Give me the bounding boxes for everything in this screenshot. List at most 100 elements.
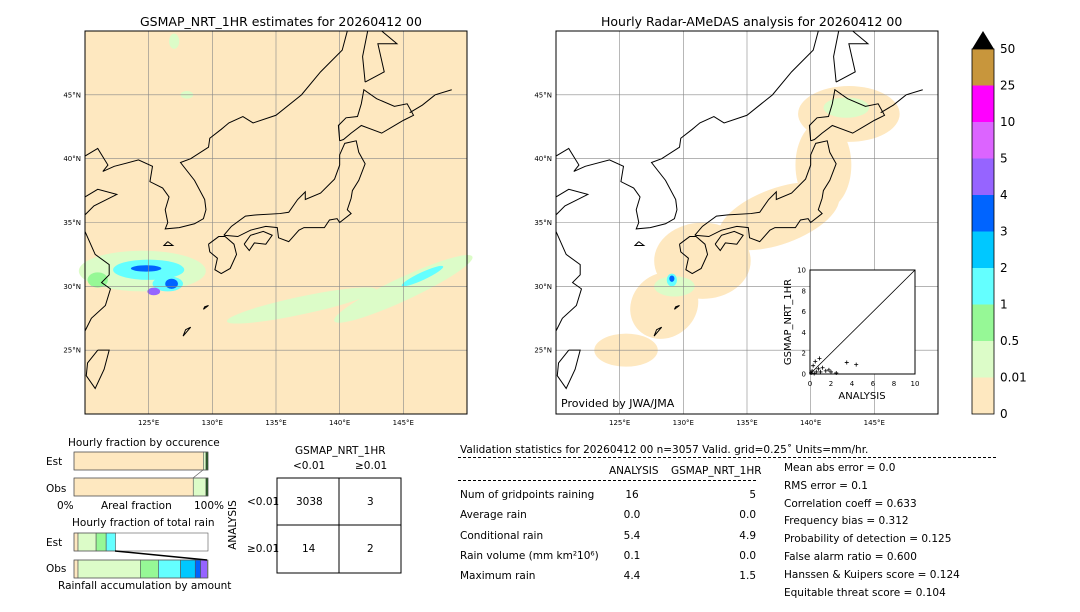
stat-label: Conditional rain (460, 529, 544, 542)
colorbar: 0 0.01 0.5 1 2 3 4 5 10 25 50 (971, 31, 1027, 421)
lat-tick-label: 40°N (63, 155, 81, 163)
obs-label-2: Obs (46, 563, 67, 575)
lon-tick-label: 140°E (329, 419, 350, 427)
one-to-one-line (809, 269, 916, 375)
row-header-lt: <0.01 (247, 496, 280, 508)
coastline (679, 236, 709, 275)
y-tick-label: 8 (802, 287, 806, 295)
scatter-point (814, 369, 819, 374)
areal-fraction-label: Areal fraction (101, 500, 172, 512)
y-tick-label: 6 (802, 308, 807, 316)
colorbar-tick-label: 10 (1000, 115, 1015, 129)
lon-tick-label: 130°E (673, 419, 694, 427)
lat-tick-label: 30°N (63, 283, 81, 291)
rain-area (130, 265, 162, 272)
y-axis-label: GSMAP_NRT_1HR (783, 279, 794, 365)
map-frame (84, 30, 468, 415)
bar-segment (77, 532, 97, 552)
colorbar-tick-label: 0.01 (1000, 371, 1027, 385)
stats-header: Validation statistics for 20260412 00 n=… (460, 444, 869, 456)
cell-miss: 14 (302, 543, 316, 555)
coastline (337, 88, 415, 142)
scatter-point (811, 363, 816, 368)
score-line: Hanssen & Kuipers score = 0.124 (784, 568, 960, 581)
contingency-table: ANALYSIS (227, 477, 402, 574)
fraction-bars (73, 451, 209, 579)
coastline (243, 230, 273, 252)
cell-hit-none: 3038 (296, 496, 323, 508)
lon-tick-label: 145°E (393, 419, 414, 427)
lat-tick-label: 40°N (534, 155, 552, 163)
col-header-lt: <0.01 (293, 460, 326, 472)
colorbar-tick-label: 0.5 (1000, 334, 1019, 348)
colorbar-tick-label: 50 (1000, 42, 1015, 56)
scatter-point (820, 365, 825, 370)
est-label-2: Est (46, 537, 63, 549)
lat-tick-label: 35°N (63, 219, 81, 227)
scatter-point (816, 366, 821, 371)
rain-area (823, 97, 870, 118)
contingency-title: GSMAP_NRT_1HR (295, 445, 386, 457)
coastline (84, 30, 348, 230)
bar-segment (73, 477, 194, 497)
lon-tick-label: 125°E (138, 419, 159, 427)
coastline (633, 241, 646, 246)
bar-segment (180, 559, 196, 579)
coastline (182, 326, 192, 337)
y-tick-label: 2 (802, 350, 806, 358)
score-line: Equitable threat score = 0.104 (784, 586, 946, 599)
coastline (362, 30, 369, 83)
col-header-ge: ≥0.01 (355, 460, 388, 472)
occurrence-title: Hourly fraction by occurence (68, 437, 220, 449)
colorbar-segment (972, 195, 994, 232)
scatter-point (834, 370, 839, 375)
x-tick-label: 4 (850, 380, 855, 388)
score-line: False alarm ratio = 0.600 (784, 551, 917, 563)
lon-tick-label: 140°E (800, 419, 821, 427)
colorbar-segment (972, 231, 994, 268)
connector-line (114, 550, 208, 561)
rain-area (165, 278, 178, 289)
x-tick-label: 10 (911, 380, 920, 388)
coastline (409, 89, 452, 114)
accumulation-label: Rainfall accumulation by amount (58, 580, 232, 592)
rain-area (226, 287, 377, 324)
colorbar-extend-triangle (972, 31, 994, 49)
colorbar-segment (972, 85, 994, 122)
coastline (555, 231, 583, 332)
scatter-point (826, 367, 831, 372)
colorbar-segment (972, 158, 994, 195)
coastline (364, 30, 399, 83)
bar-segment (95, 532, 107, 552)
connector-line (192, 469, 204, 479)
col-analysis: ANALYSIS (609, 465, 659, 477)
colorbar-tick-label: 25 (1000, 79, 1015, 93)
scatter-inset: 00 2 2 4 4 6 6 8 8 10 10 ANALYSIS GSMAP_NRT_1HR (783, 267, 919, 403)
bar-frame (73, 559, 209, 579)
stat-label: Rain volume (mm km²10⁶) (460, 549, 599, 562)
colorbar-segment (972, 268, 994, 305)
coastline (714, 230, 744, 252)
left-map-title: GSMAP_NRT_1HR estimates for 20260412 00 (140, 14, 422, 29)
scatter-point (810, 368, 815, 373)
stat-label: Num of gridpoints raining (460, 489, 595, 501)
total-rain-title: Hourly fraction of total rain (72, 517, 215, 529)
scatter-point (818, 369, 823, 374)
stat-analysis-value: 5.4 (623, 529, 641, 542)
scatter-point (829, 369, 833, 374)
tick-100pct: 100% (194, 500, 225, 512)
obs-label: Obs (46, 483, 67, 495)
colorbar-segment (972, 49, 994, 86)
map-frame (555, 30, 939, 415)
rain-area (147, 287, 161, 296)
bar-segment (158, 559, 181, 579)
colorbar-tick-label: 0 (1000, 407, 1008, 421)
rain-area (669, 275, 675, 282)
bar-segment (140, 559, 159, 579)
lat-tick-label: 45°N (63, 91, 81, 99)
gsmap-map: 125°E 130°E 135°E 140°E 145°E 25°N 30°N 35°N 40°… (63, 30, 473, 427)
colorbar-tick-label: 4 (1000, 188, 1008, 202)
colorbar-segment (972, 122, 994, 159)
bar-frame (73, 451, 209, 471)
